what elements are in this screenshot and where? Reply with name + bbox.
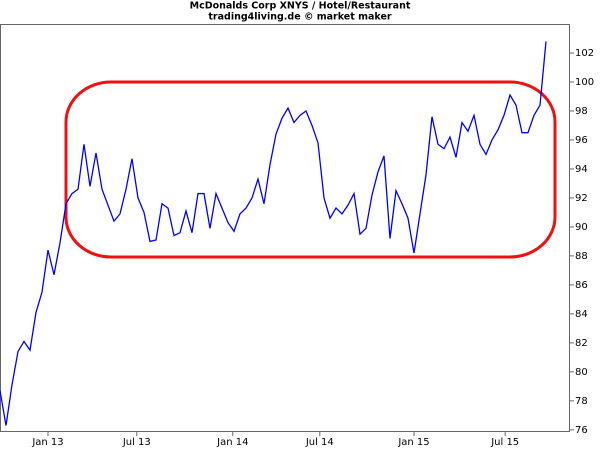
y-tick-label: 86 xyxy=(575,280,588,291)
plot-frame xyxy=(0,24,570,432)
x-tick-label: Jul 15 xyxy=(490,437,519,448)
y-tick-label: 96 xyxy=(575,135,588,146)
x-tick-label: Jan 13 xyxy=(31,437,63,448)
y-tick-label: 94 xyxy=(575,164,588,175)
x-tick-label: Jul 13 xyxy=(122,437,151,448)
chart-subtitle: trading4living.de © market maker xyxy=(208,12,392,23)
y-tick-label: 76 xyxy=(575,425,588,436)
y-tick-label: 80 xyxy=(575,367,588,378)
y-tick-label: 90 xyxy=(575,222,588,233)
price-line xyxy=(0,41,547,426)
chart-title: McDonalds Corp XNYS / Hotel/Restaurant xyxy=(190,1,411,12)
y-tick-label: 88 xyxy=(575,251,588,262)
x-tick-label: Jan 15 xyxy=(397,437,429,448)
y-tick-label: 98 xyxy=(575,106,588,117)
y-tick-label: 78 xyxy=(575,396,588,407)
y-tick-label: 82 xyxy=(575,338,588,349)
x-tick-label: Jul 14 xyxy=(305,437,334,448)
y-tick-label: 102 xyxy=(575,48,594,59)
y-tick-label: 92 xyxy=(575,193,588,204)
y-tick-label: 100 xyxy=(575,77,594,88)
x-tick-label: Jan 14 xyxy=(216,437,248,448)
range-highlight xyxy=(64,80,557,259)
y-tick-label: 84 xyxy=(575,309,588,320)
